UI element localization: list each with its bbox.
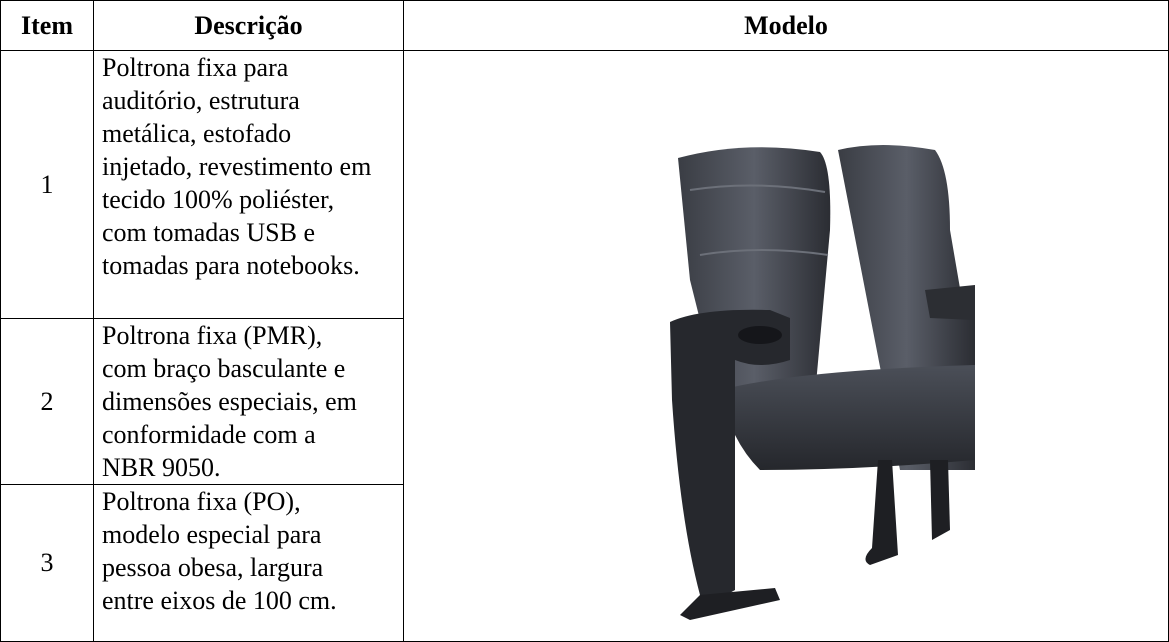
- description-line: conformidade com a: [102, 420, 316, 449]
- description-line: modelo especial para: [102, 520, 322, 549]
- chair-image: [670, 145, 975, 620]
- description-line: Poltrona fixa (PMR),: [102, 321, 323, 350]
- description-line: Poltrona fixa para: [102, 53, 289, 82]
- description-line: pessoa obesa, largura: [102, 553, 324, 582]
- item-cell: 1: [0, 50, 94, 319]
- description-line: Poltrona fixa (PO),: [102, 487, 301, 516]
- description-line: dimensões especiais, em: [102, 387, 357, 416]
- description-line: auditório, estrutura: [102, 86, 300, 115]
- description-line: metálica, estofado: [102, 119, 292, 148]
- description-line: injetado, revestimento em: [102, 152, 372, 181]
- description-line: entre eixos de 100 cm.: [102, 586, 337, 615]
- item-cell: 2: [0, 318, 94, 485]
- header-cell: Descrição: [93, 0, 404, 51]
- description-line: com tomadas USB e: [102, 218, 316, 247]
- description-cell: Poltrona fixa (PO), modelo especial para p…: [93, 484, 404, 642]
- item-cell: 3: [0, 484, 94, 642]
- description-line: com braço basculante e: [102, 354, 346, 383]
- description-line: NBR 9050.: [102, 453, 221, 482]
- description-line: tecido 100% poliéster,: [102, 185, 335, 214]
- description-cell: Poltrona fixa para auditório, estrutura me…: [93, 50, 404, 319]
- description-line: tomadas para notebooks.: [102, 251, 360, 280]
- header-cell: Modelo: [403, 0, 1169, 51]
- header-cell: Item: [0, 0, 94, 51]
- description-cell: Poltrona fixa (PMR), com braço basculante…: [93, 318, 404, 485]
